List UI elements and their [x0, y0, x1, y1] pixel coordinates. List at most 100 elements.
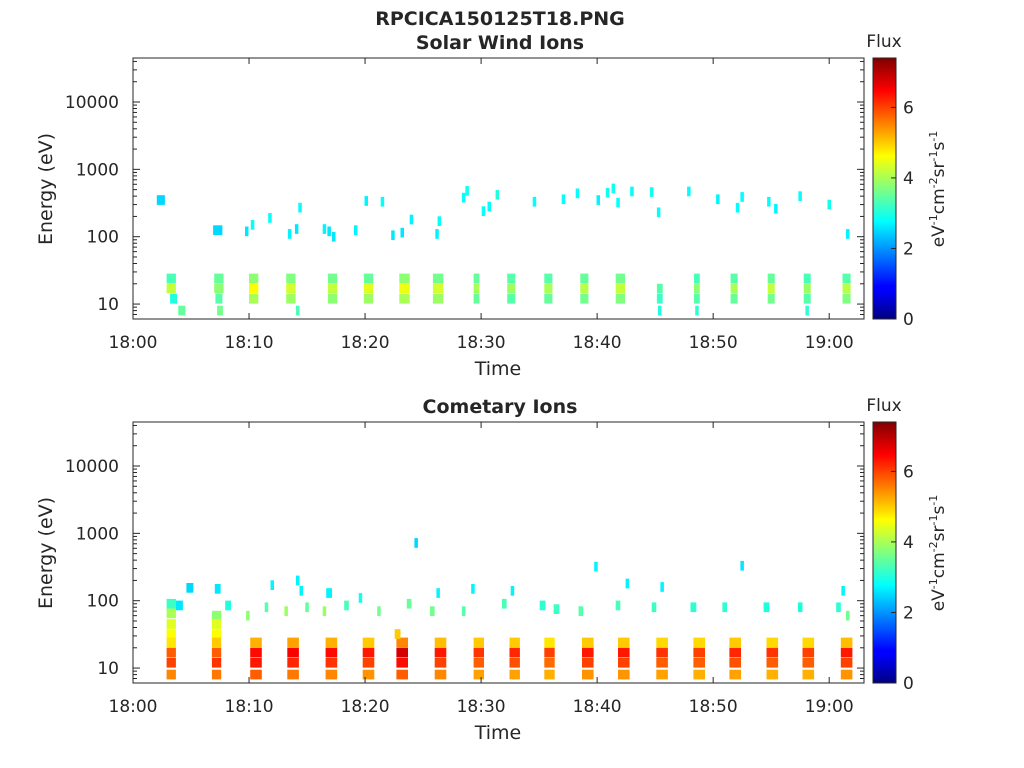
cometary-ions-panel: Cometary Ions 18:00 18:10 18:20 18:30 18:40 1… [35, 396, 949, 744]
spectrogram-cell [245, 226, 249, 237]
spectrogram-cell [651, 602, 657, 613]
x-tick-label: 19:00 [805, 333, 854, 353]
spectrogram-cell [730, 283, 738, 294]
spectrogram-cell [325, 637, 338, 648]
spectrogram-cell [296, 575, 300, 586]
spectrogram-cell [473, 293, 480, 304]
spectrogram-cell [618, 657, 630, 668]
spectrogram-cell [170, 293, 178, 304]
spectrogram-cell [362, 669, 375, 680]
spectrogram-cell [544, 283, 553, 294]
spectrogram-cell [294, 224, 299, 234]
spectrogram-cell [630, 186, 634, 197]
spectrogram-cell [582, 637, 594, 648]
spectrogram-cell [326, 588, 332, 598]
spectrogram-cell [362, 657, 375, 668]
spectrogram-cell [186, 583, 194, 593]
spectrogram-cell [827, 199, 831, 210]
spectrogram-cell [396, 647, 408, 658]
spectrogram-cell [396, 637, 408, 648]
spectrogram-cell [400, 227, 404, 238]
spectrogram-cell [166, 608, 176, 619]
spectrogram-cell [618, 637, 630, 648]
spectrogram-cell [166, 598, 176, 609]
colorbar-title: Flux [866, 396, 901, 416]
spectrogram-cell [611, 183, 616, 194]
x-tick-label: 18:20 [341, 697, 390, 717]
spectrogram-cell [268, 213, 272, 223]
spectrogram-cell [553, 604, 560, 614]
spectrogram-cell [399, 273, 410, 284]
spectrogram-cell [580, 293, 589, 304]
spectrogram-cells [156, 183, 851, 316]
spectrogram-cell [287, 229, 292, 239]
spectrogram-cell [363, 273, 374, 284]
spectrogram-cell [507, 283, 516, 294]
spectrogram-cell [802, 647, 815, 658]
spectrogram-cell [217, 305, 223, 316]
spectrogram-cell [730, 273, 738, 284]
spectrogram-cell [767, 196, 771, 207]
spectrogram-cell [802, 657, 815, 668]
spectrogram-cell [846, 229, 850, 239]
spectrogram-cell [211, 637, 222, 648]
spectrogram-cell [214, 584, 221, 594]
spectrogram-cell [722, 602, 727, 613]
colorbar-title: Flux [866, 32, 901, 52]
spectrogram-cell [250, 637, 262, 648]
y-tick-label: 1000 [76, 160, 119, 180]
colorbar-unit-ev: eV [929, 589, 949, 611]
spectrogram-cell [362, 647, 375, 658]
spectrogram-cell [432, 283, 444, 294]
spectrogram-cell [473, 273, 480, 284]
spectrogram-cell [465, 186, 469, 196]
spectrogram-cell [729, 647, 741, 658]
spectrogram-cell [803, 283, 811, 294]
spectrogram-cell [509, 637, 520, 648]
spectrogram-cell [690, 602, 697, 613]
spectrogram-cell [287, 647, 299, 658]
spectrogram-cell [166, 619, 176, 629]
spectrogram-cell [582, 647, 594, 658]
spectrogram-cell [434, 647, 447, 658]
spectrogram-cell [532, 196, 537, 207]
spectrogram-cell [325, 669, 338, 680]
spectrogram-cell [363, 293, 374, 304]
spectrogram-cell [509, 647, 520, 658]
spectrogram-cell [249, 283, 259, 294]
spectrogram-cell [740, 560, 744, 571]
spectrogram-cell [580, 283, 589, 294]
spectrogram-cell [730, 293, 738, 304]
spectrogram-cell [507, 273, 516, 284]
spectrogram-cell [544, 647, 555, 658]
spectrogram-cell [615, 283, 625, 294]
spectrogram-cell [544, 657, 555, 668]
plot-frame [132, 421, 865, 684]
spectrogram-cell [178, 305, 186, 316]
x-tick-label: 19:00 [805, 697, 854, 717]
spectrogram-cell [296, 305, 300, 316]
spectrogram-cell [729, 657, 741, 668]
spectrogram-cell [842, 273, 851, 284]
plot-frame [132, 57, 865, 320]
spectrogram-cell [544, 273, 553, 284]
colorbar-tick-label: 2 [903, 603, 914, 623]
spectrogram-cell [287, 657, 299, 668]
spectrogram-cell [841, 586, 845, 596]
spectrogram-cell [802, 637, 815, 648]
spectrogram-cell [836, 602, 841, 613]
spectrogram-cell [575, 188, 580, 199]
spectrogram-cell [434, 657, 447, 668]
x-tick-label: 18:10 [225, 697, 274, 717]
spectrogram-cell [695, 305, 699, 316]
spectrogram-cell [211, 619, 222, 629]
spectrogram-cell [656, 283, 663, 294]
spectrogram-cell [615, 273, 625, 284]
spectrogram-cell [327, 283, 338, 294]
spectrogram-cell [166, 283, 176, 294]
spectrogram-cell [740, 192, 744, 202]
y-axis-ticks: 10 100 1000 10000 [65, 60, 864, 320]
spectrogram-cell [325, 657, 338, 668]
spectrogram-cell [461, 606, 466, 616]
